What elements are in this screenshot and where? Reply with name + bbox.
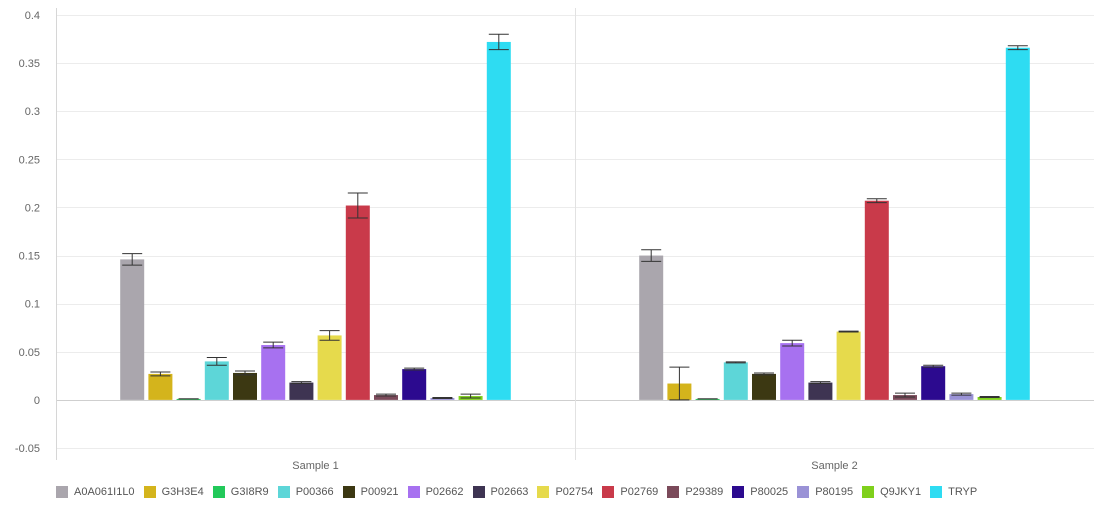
legend-swatch (602, 486, 615, 498)
legend-item[interactable]: P29389 (667, 486, 723, 498)
x-tick-label: Sample 2 (811, 460, 857, 472)
legend-label: P00921 (360, 486, 399, 498)
y-tick-label: 0.2 (25, 202, 40, 214)
bar (921, 366, 946, 400)
y-tick-label: 0.35 (19, 58, 40, 70)
legend: A0A061I1L0 G3H3E4 G3I8R9 P00366 P00921 P02662… (56, 484, 986, 500)
legend-swatch (407, 486, 420, 498)
y-tick-label: 0.1 (25, 299, 40, 311)
bar (977, 397, 1002, 400)
legend-item[interactable]: P02754 (537, 486, 593, 498)
legend-label: P00366 (295, 486, 334, 498)
legend-label: P80025 (750, 486, 789, 498)
legend-swatch (277, 486, 290, 498)
legend-label: P02662 (425, 486, 464, 498)
y-tick-label: 0.05 (19, 347, 40, 359)
legend-label: G3I8R9 (230, 486, 269, 498)
legend-label: P02663 (490, 486, 529, 498)
legend-item[interactable]: P00366 (277, 486, 334, 498)
legend-item[interactable]: G3H3E4 (143, 486, 204, 498)
bar (120, 259, 145, 400)
x-tick-label: Sample 1 (292, 460, 338, 472)
bar (836, 331, 861, 400)
bar (486, 41, 511, 400)
legend-item[interactable]: P02769 (602, 486, 658, 498)
bar (808, 382, 833, 400)
legend-swatch (472, 486, 485, 498)
legend-swatch (537, 486, 550, 498)
bar (374, 395, 398, 400)
bar (204, 361, 229, 400)
bar (402, 369, 427, 400)
bar (949, 394, 974, 400)
legend-swatch (56, 486, 68, 498)
legend-label: Q9JKY1 (880, 486, 922, 498)
bar (345, 205, 370, 400)
legend-swatch (930, 486, 943, 498)
legend-item[interactable]: P80195 (797, 486, 853, 498)
bar (864, 200, 889, 400)
legend-swatch (667, 486, 680, 498)
bar (780, 343, 805, 400)
legend-label: P80195 (815, 486, 854, 498)
bar (1005, 47, 1030, 400)
legend-item[interactable]: G3I8R9 (212, 486, 269, 498)
y-tick-label: 0 (34, 395, 40, 407)
legend-item[interactable]: Q9JKY1 (862, 486, 921, 498)
legend-swatch (732, 486, 745, 498)
y-tick-label: -0.05 (15, 443, 40, 455)
y-tick-label: 0.25 (19, 154, 40, 166)
bar (639, 255, 664, 400)
bar (752, 373, 776, 400)
legend-swatch (797, 486, 810, 498)
legend-label: P29389 (685, 486, 724, 498)
legend-swatch (862, 486, 875, 498)
legend-label: P02769 (620, 486, 659, 498)
legend-swatch (212, 486, 225, 498)
legend-swatch (342, 486, 355, 498)
legend-label: A0A061I1L0 (74, 486, 135, 498)
bar (148, 373, 173, 400)
legend-item[interactable]: P80025 (732, 486, 788, 498)
legend-item[interactable]: P02662 (407, 486, 464, 498)
legend-item[interactable]: P00921 (342, 486, 399, 498)
y-tick-label: 0.3 (25, 106, 40, 118)
bar (289, 382, 314, 400)
y-tick-label: 0.15 (19, 251, 40, 263)
bar (723, 362, 748, 400)
legend-label: P02754 (555, 486, 594, 498)
bar (261, 345, 286, 400)
legend-item[interactable]: P02663 (472, 486, 529, 498)
legend-label: G3H3E4 (161, 486, 204, 498)
bar (233, 372, 257, 400)
legend-label: TRYP (948, 486, 978, 498)
y-tick-label: 0.4 (25, 10, 40, 22)
legend-item[interactable]: TRYP (930, 486, 977, 498)
bar (317, 335, 342, 400)
bar-chart: 0.4 0.35 0.3 0.25 0.2 0.15 0.1 0.05 0 -0.05 Sample… (15, 8, 1094, 472)
legend-item[interactable]: A0A061I1L0 (56, 486, 135, 498)
legend-swatch (143, 486, 156, 498)
